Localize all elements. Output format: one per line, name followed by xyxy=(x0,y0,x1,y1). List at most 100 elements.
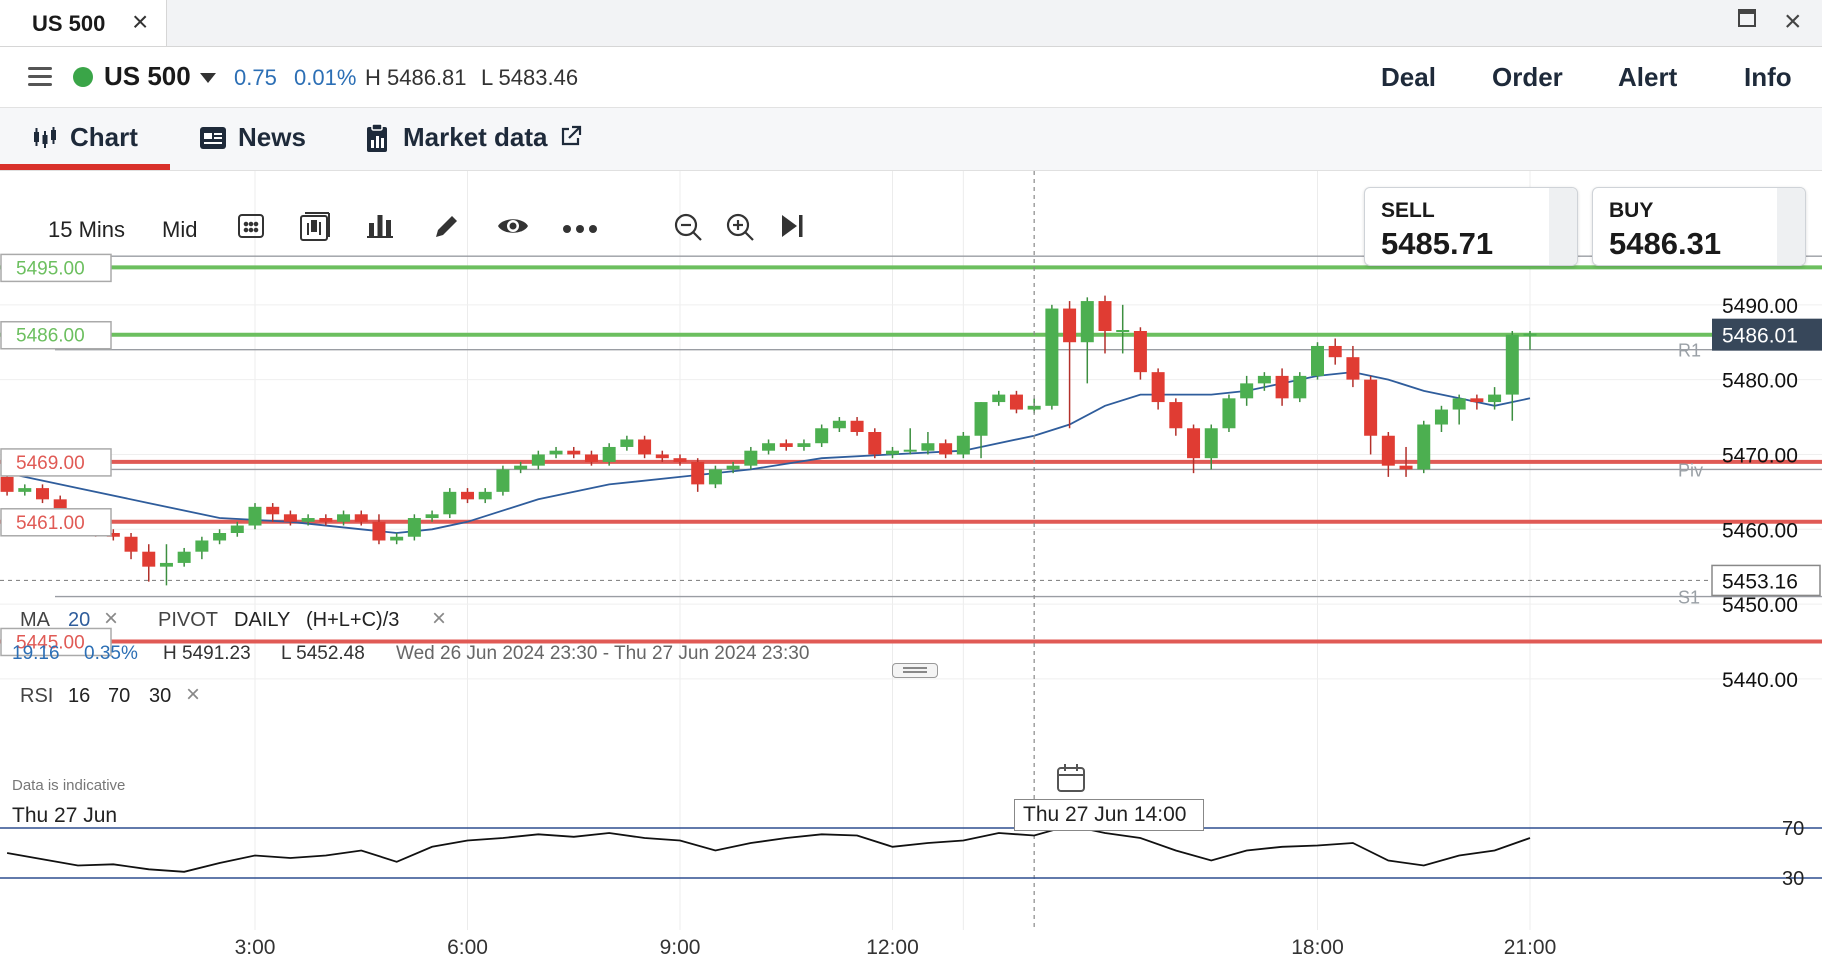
tab-news[interactable]: News xyxy=(238,122,306,152)
stats-high: H 5491.23 xyxy=(163,643,251,664)
zoom-in-icon[interactable] xyxy=(724,211,756,248)
window-close-icon[interactable]: × xyxy=(1784,5,1802,38)
stats-low: L 5452.48 xyxy=(281,643,365,664)
price-chart[interactable]: R2R1PivS170305490.005480.005470.005460.0… xyxy=(0,171,1822,960)
more-options-icon[interactable] xyxy=(562,221,598,239)
price-change: 0.75 xyxy=(234,65,277,90)
rsi-label: RSI xyxy=(20,685,54,707)
candle-body xyxy=(1027,405,1041,410)
y-tick-label: 5480.00 xyxy=(1722,370,1798,393)
level-tag xyxy=(0,508,112,537)
candle-body xyxy=(797,443,811,447)
buy-button[interactable]: BUY 5486.31 xyxy=(1592,187,1806,266)
candle-body xyxy=(974,402,988,436)
x-tick-label: 6:00 xyxy=(447,936,488,959)
info-button[interactable]: Info xyxy=(1744,62,1792,92)
price-type-selector[interactable]: Mid xyxy=(162,217,198,242)
candle-body xyxy=(903,449,917,452)
candle-body xyxy=(549,450,563,455)
candle-body xyxy=(1187,428,1201,459)
candle-body xyxy=(1204,428,1218,459)
level-tag-value: 5461.00 xyxy=(16,513,85,534)
candle-body xyxy=(992,394,1006,403)
chevron-down-icon[interactable] xyxy=(200,73,216,83)
level-tag xyxy=(0,253,112,283)
window-tab[interactable]: US 500 × xyxy=(0,0,167,46)
crosshair-price-tag xyxy=(1711,564,1821,597)
pivot-line-label: R1 xyxy=(1678,341,1701,361)
candle-body xyxy=(779,443,793,447)
pivot-lines xyxy=(55,255,1822,598)
remove-ma-icon[interactable]: × xyxy=(104,605,119,632)
candle-body xyxy=(1417,424,1431,470)
maximize-icon[interactable] xyxy=(1738,9,1756,27)
candle-body xyxy=(496,469,510,492)
candle-body xyxy=(815,428,829,444)
tab-market-data[interactable]: Market data xyxy=(403,122,548,152)
candle-body xyxy=(301,518,315,522)
candle-body xyxy=(266,506,280,515)
axis-labels: R2R1PivS170305490.005480.005470.005460.0… xyxy=(235,247,1805,959)
ma-period[interactable]: 20 xyxy=(68,609,91,631)
market-name[interactable]: US 500 xyxy=(104,61,191,91)
pivot-formula[interactable]: (H+L+C)/3 xyxy=(306,609,400,631)
eye-icon[interactable] xyxy=(496,213,530,244)
jump-to-latest-icon[interactable] xyxy=(780,213,804,244)
pencil-icon[interactable] xyxy=(432,211,462,246)
remove-rsi-icon[interactable]: × xyxy=(186,681,201,708)
remove-pivot-icon[interactable]: × xyxy=(432,605,447,632)
x-tick-label: 18:00 xyxy=(1291,936,1344,959)
buy-price: 5486.31 xyxy=(1609,226,1722,261)
sell-label: SELL xyxy=(1381,199,1435,222)
hamburger-menu-icon[interactable] xyxy=(28,67,52,87)
candle-body xyxy=(372,521,386,541)
crosshair xyxy=(0,171,1710,928)
pivot-line-label: S1 xyxy=(1678,588,1700,608)
candle-body xyxy=(691,461,705,485)
current-price-value: 5486.01 xyxy=(1722,325,1798,348)
stats-change: 19.16 xyxy=(12,643,60,664)
candle-body xyxy=(1045,308,1059,406)
external-link-icon[interactable] xyxy=(560,125,582,152)
candle-body xyxy=(195,540,209,552)
interval-selector[interactable]: 15 Mins xyxy=(48,217,126,242)
chart-area[interactable]: R2R1PivS170305490.005480.005470.005460.0… xyxy=(0,171,1822,960)
sell-button[interactable]: SELL 5485.71 xyxy=(1364,187,1578,266)
price-change-percent: 0.01% xyxy=(294,65,357,90)
chart-type-icon[interactable] xyxy=(299,211,331,248)
bar-chart-icon[interactable] xyxy=(366,211,394,244)
candle-body xyxy=(1275,375,1289,399)
candle-body xyxy=(354,514,368,522)
rsi-period[interactable]: 16 xyxy=(68,685,91,707)
pivot-period[interactable]: DAILY xyxy=(234,609,291,631)
candle-body xyxy=(655,454,669,459)
candle-body xyxy=(762,443,776,451)
panel-resize-handle[interactable] xyxy=(892,663,938,678)
candle-body xyxy=(939,443,953,455)
deal-button[interactable]: Deal xyxy=(1381,62,1436,92)
candle-body xyxy=(1257,375,1271,384)
candle-body xyxy=(248,506,262,526)
zoom-out-icon[interactable] xyxy=(672,211,704,248)
candle-body xyxy=(886,450,899,455)
alert-button[interactable]: Alert xyxy=(1618,62,1678,92)
candle-body xyxy=(1080,301,1094,343)
order-button[interactable]: Order xyxy=(1492,62,1563,92)
crosshair-price-value: 5453.16 xyxy=(1722,570,1798,593)
tab-chart[interactable]: Chart xyxy=(70,122,138,152)
candle-body xyxy=(1505,334,1519,395)
candle-body xyxy=(1470,398,1484,403)
candle-body xyxy=(1098,301,1112,331)
candle-body xyxy=(337,514,351,522)
candle-body xyxy=(1240,383,1254,399)
candle-body xyxy=(461,491,474,500)
candle-body xyxy=(36,488,49,500)
candle-body xyxy=(673,458,687,462)
calendar-icon[interactable] xyxy=(1056,763,1086,798)
rsi-upper[interactable]: 70 xyxy=(108,685,131,707)
rsi-lower[interactable]: 30 xyxy=(149,685,172,707)
tab-close-icon[interactable]: × xyxy=(132,6,149,37)
calendar-grid-icon[interactable] xyxy=(236,211,266,246)
candle-body xyxy=(584,454,598,462)
ma-label: MA xyxy=(20,609,50,631)
